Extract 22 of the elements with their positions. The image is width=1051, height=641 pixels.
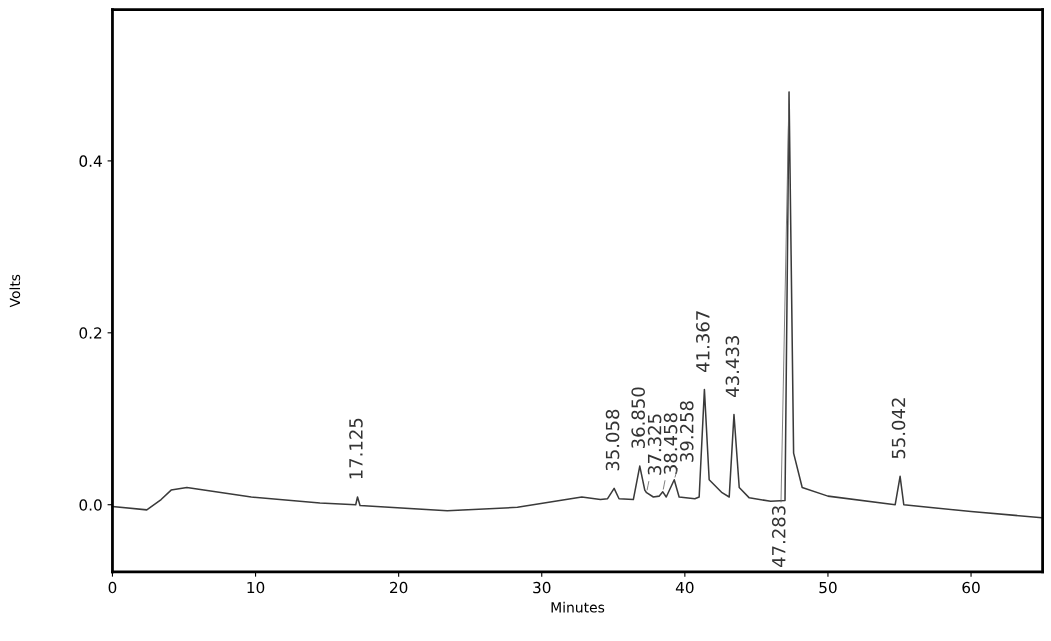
annotation: 36.850 (631, 387, 646, 448)
x-tick-label: 20 (390, 581, 408, 594)
x-tick-label: 40 (675, 581, 694, 594)
x-tick-label: 50 (819, 581, 837, 594)
annotation: 35.058 (605, 409, 620, 471)
annotation: 39.258 (679, 401, 694, 462)
x-tick-label: 0 (108, 581, 117, 594)
annotation: 47.283 (771, 506, 786, 568)
y-tick-label: 0.0 (79, 499, 102, 511)
annotation: 41.367 (695, 311, 710, 372)
y-tick-label: 0.4 (79, 155, 102, 167)
y-tick-label: 0.2 (79, 327, 102, 339)
annotation: 17.125 (349, 418, 363, 479)
x-axis-title: Minutes (551, 601, 605, 613)
annotation: 43.433 (725, 336, 740, 397)
annotation: 38.458 (663, 413, 678, 474)
y-axis-title: Volts (9, 274, 21, 308)
annotation: 55.042 (891, 398, 906, 459)
x-tick-label: 30 (533, 581, 551, 594)
annotation: 37.325 (647, 414, 662, 475)
x-tick-label: 10 (247, 581, 265, 594)
x-tick-label: 60 (962, 581, 980, 594)
